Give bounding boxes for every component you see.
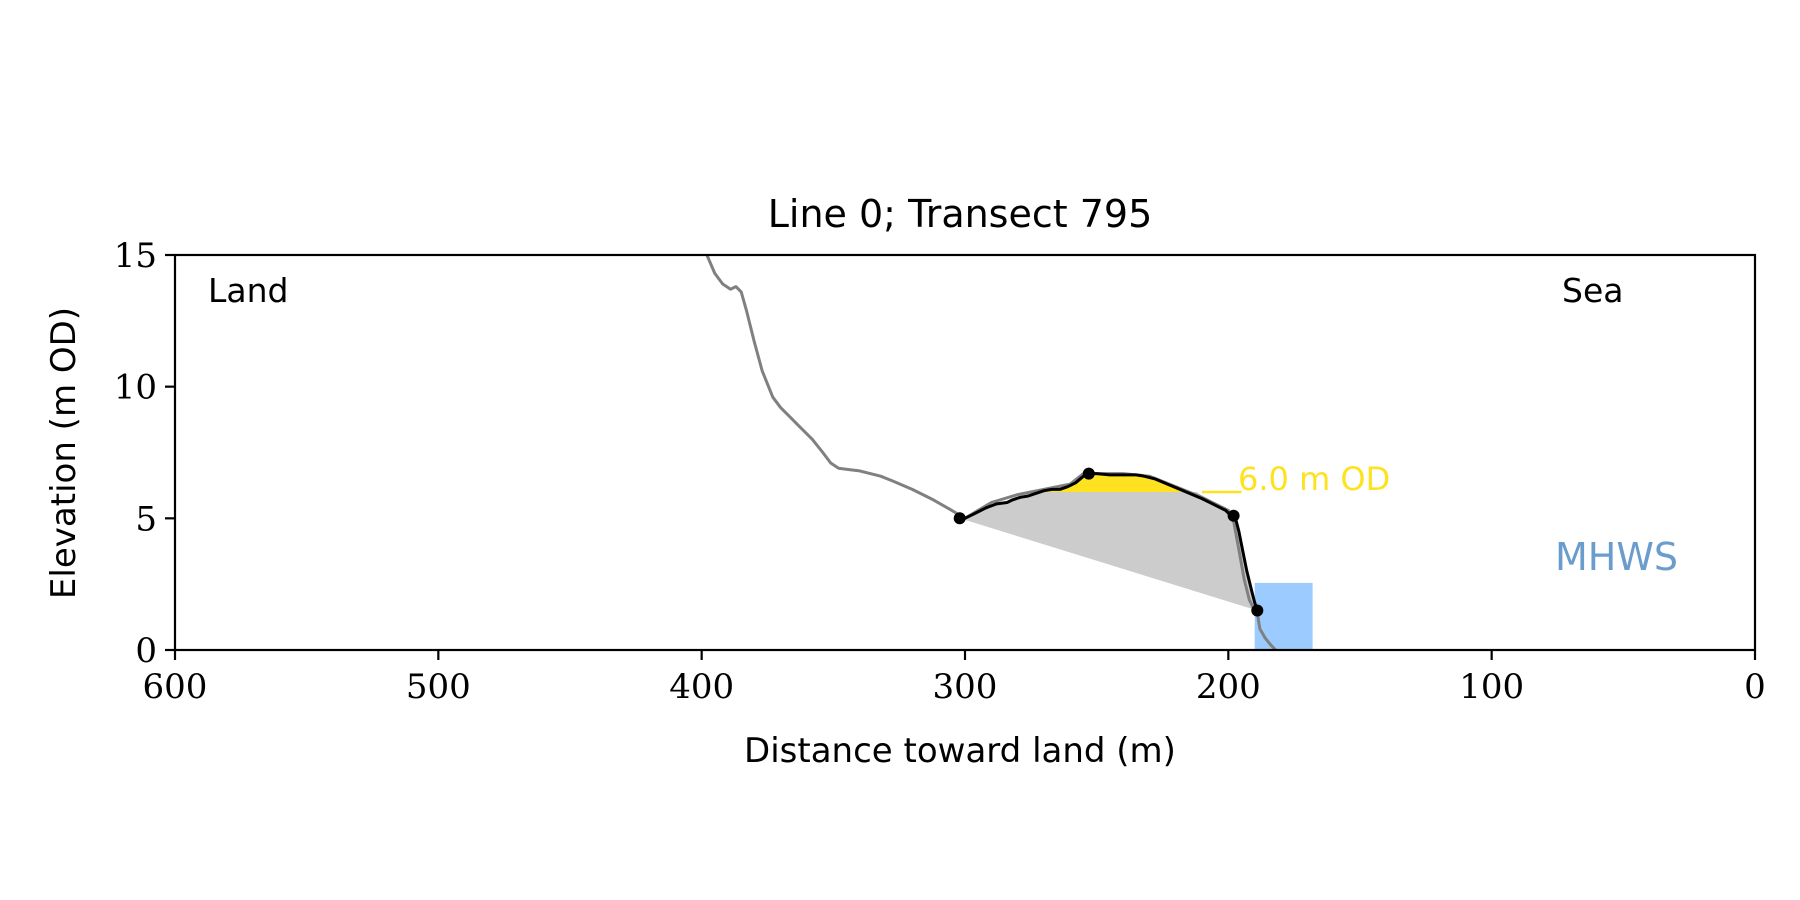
chart-title: Line 0; Transect 795: [768, 192, 1153, 236]
x-tick-label: 400: [669, 667, 734, 707]
dune-point: [1082, 467, 1095, 480]
axes-frame: [173, 253, 1757, 652]
x-tick-label: 600: [143, 667, 208, 707]
y-axis-label: Elevation (m OD): [44, 307, 84, 599]
mhws-annotation: MHWS: [1555, 535, 1678, 579]
x-tick-label: 500: [406, 667, 471, 707]
y-tick-label: 0: [135, 631, 157, 671]
dune-point: [953, 512, 966, 525]
dune-point: [1227, 509, 1240, 522]
y-tick-label: 5: [135, 499, 157, 539]
plot-area: [705, 254, 1313, 652]
mhws-box: [1254, 582, 1313, 650]
dune-point: [1251, 604, 1264, 617]
y-tick-label: 15: [114, 236, 157, 276]
dune-line: [964, 472, 1259, 611]
x-tick-label: 200: [1196, 667, 1261, 707]
dune-volume-fill: [959, 492, 1258, 611]
level-annotation: 6.0 m OD: [1238, 460, 1390, 498]
ticks: 600 500 400 300 200 100 0 0 5 10 15: [114, 236, 1766, 707]
x-tick-label: 0: [1744, 667, 1766, 707]
sea-annotation: Sea: [1562, 271, 1623, 310]
profile-line: [705, 254, 1277, 652]
y-tick-label: 10: [114, 368, 157, 408]
x-axis-label: Distance toward land (m): [744, 731, 1176, 771]
x-tick-label: 300: [933, 667, 998, 707]
land-annotation: Land: [208, 271, 288, 310]
x-tick-label: 100: [1459, 667, 1524, 707]
